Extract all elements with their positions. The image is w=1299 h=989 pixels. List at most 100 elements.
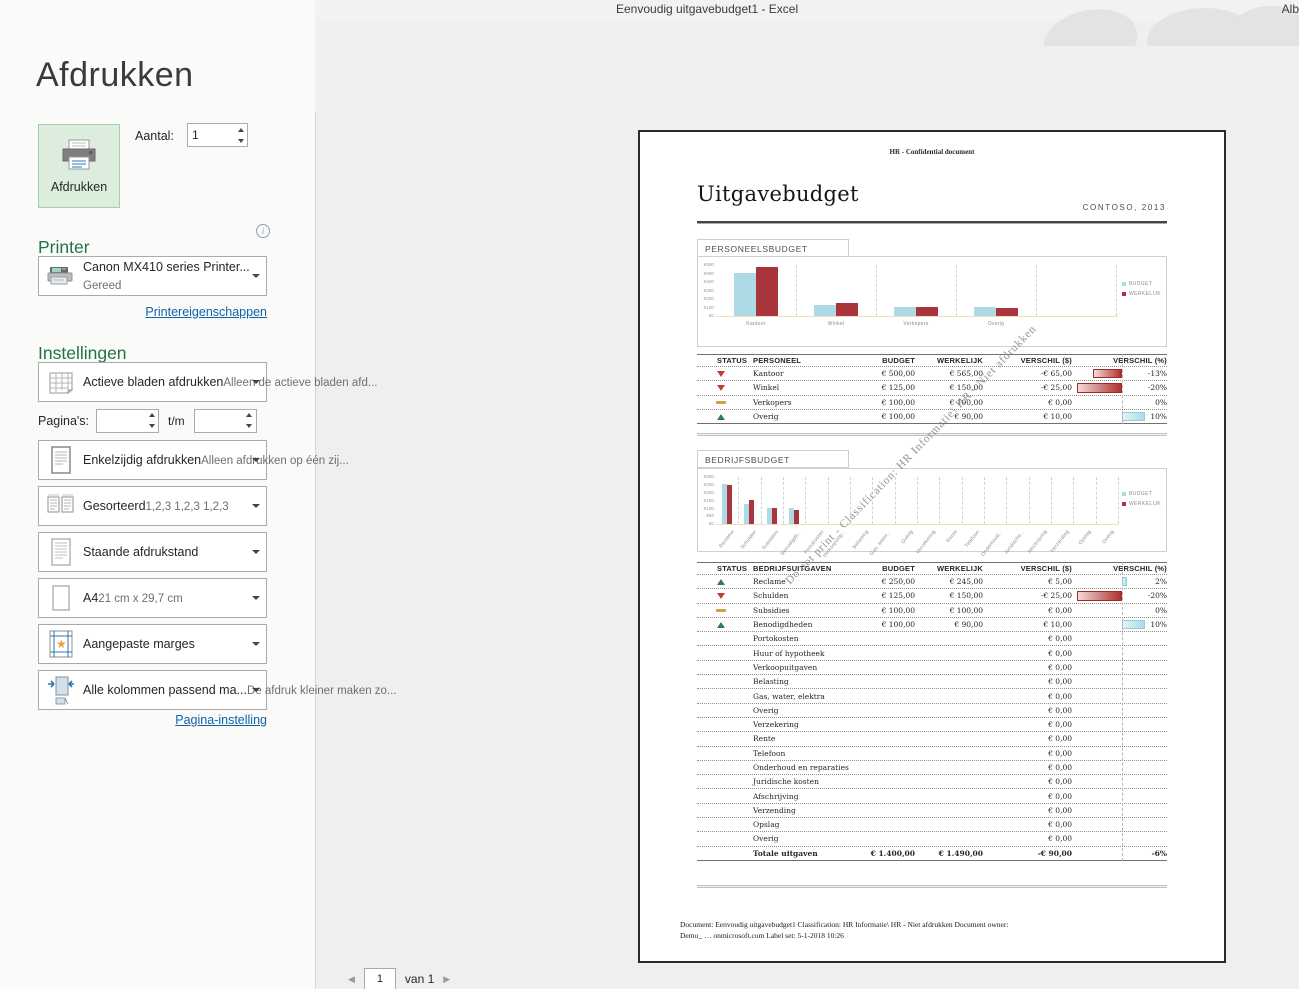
actual-bar	[727, 484, 733, 524]
pages-from-stepper[interactable]	[96, 408, 159, 433]
table-cell: Verzending	[753, 805, 796, 815]
status-cell	[697, 592, 745, 599]
pages-to-stepper[interactable]	[193, 408, 257, 433]
category-label: Benodigdh...	[779, 529, 803, 557]
gridline	[1116, 265, 1117, 316]
legend-entry: BUDGET	[1122, 491, 1161, 497]
category-label: Schulden	[739, 529, 759, 551]
table-cell: € 0,00	[1048, 705, 1072, 715]
paper-icon	[45, 583, 77, 613]
column-header: VERSCHIL (%)	[1113, 564, 1167, 573]
portrait-icon	[45, 537, 77, 567]
variance-cell	[1072, 832, 1169, 845]
copies-decrement-button[interactable]	[234, 135, 247, 146]
chevron-down-icon	[252, 504, 260, 508]
fit-columns-icon	[45, 675, 77, 705]
info-icon[interactable]: i	[256, 224, 270, 238]
table-cell: Belasting	[753, 677, 789, 687]
printer-properties-link[interactable]: Printereigenschappen	[145, 305, 267, 319]
copies-input[interactable]	[188, 124, 234, 146]
page-setup-link[interactable]: Pagina-instelling	[175, 713, 267, 727]
setting-dropdown-margins[interactable]: ★ Aangepaste marges	[38, 624, 267, 664]
status-up-icon	[717, 413, 725, 420]
setting-dropdown-collation[interactable]: Gesorteerd1,2,3 1,2,3 1,2,3	[38, 486, 267, 526]
gridline	[1095, 477, 1097, 524]
status-cell	[697, 578, 745, 585]
setting-dropdown-paper-size[interactable]: A421 cm x 29,7 cm	[38, 578, 267, 618]
table-row: Telefoon € 0,00	[697, 747, 1167, 761]
settings-list: Actieve bladen afdrukkenAlleen de actiev…	[38, 362, 397, 716]
budget-bar	[894, 307, 916, 316]
actual-bar	[749, 500, 755, 524]
previous-page-arrow-icon[interactable]: ◀	[348, 973, 355, 984]
legend-swatch	[1122, 292, 1127, 296]
pages-from-increment[interactable]	[145, 410, 158, 421]
table-cell: Telefoon	[753, 748, 786, 758]
company-budget-chart-panel: €300 €250 €200 €150 €100 €50 €0 Reclame Schulden…	[697, 468, 1167, 559]
pages-to-increment[interactable]	[243, 410, 256, 421]
chevron-down-icon	[252, 550, 260, 554]
table-cell: € 0,00	[1048, 648, 1072, 658]
pages-to-decrement[interactable]	[243, 421, 256, 432]
table-cell: € 5,00	[1048, 577, 1072, 587]
status-up-icon	[717, 578, 725, 585]
setting-dropdown-active-sheets[interactable]: Actieve bladen afdrukkenAlleen de actiev…	[38, 362, 377, 402]
variance-data-bar	[1077, 383, 1122, 393]
pages-to-input[interactable]	[194, 409, 243, 432]
category-label: Afschrijving	[1026, 529, 1049, 555]
copies-stepper[interactable]	[187, 123, 248, 147]
current-page-input[interactable]	[363, 968, 396, 989]
pages-label: Pagina's:	[38, 413, 90, 428]
printer-section-heading: Printer	[38, 236, 90, 257]
table-cell: € 1.490,00	[938, 848, 983, 858]
category-label: Verkopers	[903, 321, 929, 327]
table-cell: Schulden	[753, 591, 789, 601]
chart-y-axis: €300 €250 €200 €150 €100 €50 €0	[703, 474, 714, 527]
table-cell: € 0,00	[1048, 720, 1072, 730]
variance-cell	[1072, 632, 1169, 645]
table-cell: Portokosten	[753, 634, 799, 644]
variance-cell: 0%	[1155, 605, 1167, 615]
budget-bar	[734, 272, 756, 316]
table-row: Gas, water, elektra € 0,00	[697, 689, 1167, 704]
print-button[interactable]: Afdrukken	[38, 124, 120, 208]
table-cell: Kantoor	[753, 369, 784, 379]
gridline	[805, 477, 807, 524]
budget-bar	[814, 305, 836, 316]
personnel-budget-table: STATUS PERSONEEL BUDGET WERKELIJK VERSCHIL (…	[697, 354, 1169, 425]
gridline	[782, 477, 784, 524]
column-header: VERSCHIL (%)	[1113, 356, 1167, 365]
table-cell: € 150,00	[949, 591, 983, 601]
setting-dropdown-duplex[interactable]: Enkelzijdig afdrukkenAlleen afdrukken op…	[38, 440, 349, 480]
copies-increment-button[interactable]	[234, 124, 247, 135]
actual-bar	[836, 303, 858, 316]
setting-dropdown-orientation[interactable]: Staande afdrukstand	[38, 532, 267, 572]
chevron-down-icon	[252, 642, 260, 646]
category-label: Onderhoud...	[979, 529, 1004, 558]
variance-data-bar	[1092, 369, 1122, 379]
table-cell: -€ 65,00	[1040, 369, 1072, 379]
setting-dropdown-scaling[interactable]: Alle kolommen passend ma...De afdruk kle…	[38, 670, 397, 710]
status-down-icon	[717, 592, 725, 599]
table-cell: Afschrijving	[753, 791, 799, 801]
variance-cell: 10%	[1072, 410, 1169, 423]
variance-cell	[1072, 761, 1169, 774]
status-down-icon	[717, 370, 725, 377]
category-label: Verzekering	[914, 529, 937, 556]
actual-bar	[996, 308, 1018, 316]
table-cell: Verkopers	[753, 397, 792, 407]
setting-label: Enkelzijdig afdrukken	[83, 453, 202, 467]
pages-from-decrement[interactable]	[145, 421, 158, 432]
gridline	[827, 477, 829, 524]
setting-sublabel: 21 cm x 29,7 cm	[98, 593, 183, 605]
legend-swatch	[1122, 282, 1127, 286]
table-row: Benodigdheden € 100,00 € 90,00 € 10,00 10%	[697, 618, 1167, 633]
pages-from-input[interactable]	[97, 409, 145, 432]
printer-dropdown[interactable]: Canon MX410 series Printer... Gereed	[38, 256, 267, 296]
budget-bar	[789, 508, 795, 524]
pages-range-row: Pagina's: t/m	[38, 408, 267, 433]
next-page-arrow-icon[interactable]: ▶	[443, 973, 451, 984]
gridline	[956, 265, 957, 316]
variance-data-bar	[1122, 619, 1145, 630]
